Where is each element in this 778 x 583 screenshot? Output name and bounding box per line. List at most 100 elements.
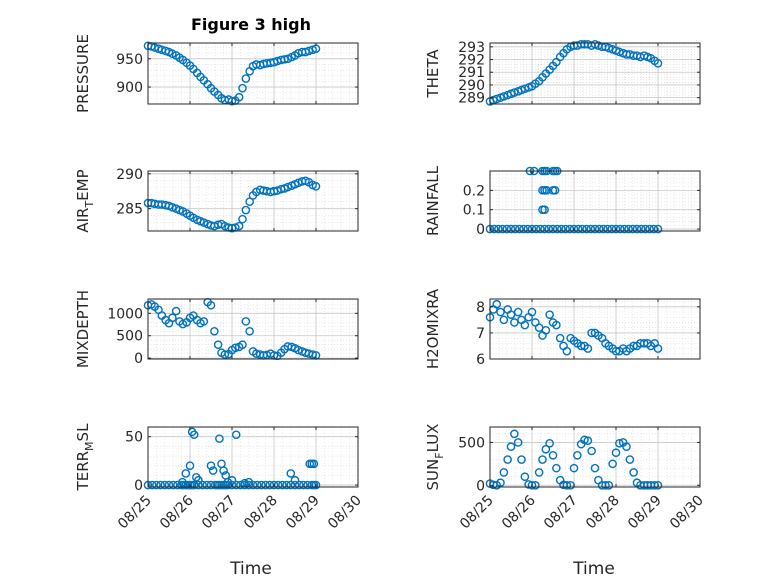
y-tick-label: 0.2	[463, 183, 485, 199]
data-point	[506, 310, 516, 319]
data-point	[178, 477, 187, 487]
data-point	[189, 480, 199, 490]
data-point	[510, 318, 519, 327]
data-point	[234, 221, 244, 231]
data-point	[227, 96, 237, 106]
data-point	[206, 461, 216, 471]
data-point	[510, 429, 519, 439]
data-point	[311, 480, 321, 490]
x-tick-label: 08/28	[583, 493, 623, 533]
data-point	[189, 430, 199, 440]
data-point	[541, 444, 551, 454]
data-point	[527, 480, 537, 490]
data-point	[590, 463, 600, 473]
data-point	[565, 224, 575, 234]
y-tick-label: 0	[476, 478, 485, 494]
y-axis-label-2: AIRTEMP	[74, 169, 96, 232]
data-point	[548, 224, 558, 234]
data-point	[206, 480, 216, 490]
data-point	[245, 326, 254, 336]
data-point	[515, 224, 524, 234]
data-point	[586, 224, 596, 234]
axes-box	[489, 426, 701, 488]
y-axis-label-3: RAINFALL	[424, 165, 442, 236]
data-point	[552, 224, 562, 234]
x-tick-label: 08/29	[283, 493, 323, 533]
y-axis-label-7: SUNFLUX	[424, 424, 446, 491]
data-point	[168, 480, 178, 490]
data-point	[608, 459, 617, 469]
axes-box	[147, 298, 359, 360]
data-point	[198, 480, 207, 490]
data-point	[227, 475, 237, 485]
axes-box	[489, 298, 701, 360]
data-point	[283, 182, 293, 192]
x-tick-label: 08/25	[457, 493, 497, 533]
data-point	[181, 469, 191, 478]
data-point	[550, 186, 560, 195]
data-point	[536, 224, 545, 234]
data-point	[541, 326, 551, 335]
plot-area	[490, 43, 700, 104]
axes-box	[147, 426, 359, 488]
data-point	[607, 224, 617, 234]
y-axis-label-5: H2OMIXRA	[424, 288, 442, 369]
y-tick-label: 292	[458, 53, 485, 69]
data-point	[244, 477, 254, 487]
data-point	[587, 446, 596, 456]
data-point	[544, 224, 554, 234]
data-point	[492, 299, 502, 309]
data-point	[223, 477, 233, 487]
subplot-air-temp: 285 290 AIRTEMP	[74, 167, 359, 233]
data-point	[273, 480, 283, 490]
y-axis-label-6: TERRMSL	[74, 423, 96, 492]
data-point	[303, 480, 312, 490]
plot-area	[148, 427, 358, 487]
y-tick-label: 500	[458, 435, 485, 451]
data-point	[231, 480, 241, 490]
data-point	[492, 94, 502, 104]
data-point	[168, 202, 177, 212]
data-point	[615, 224, 625, 234]
data-point	[653, 59, 663, 68]
data-point	[604, 43, 614, 53]
data-point	[494, 224, 503, 234]
data-point	[308, 350, 317, 359]
data-point	[185, 461, 195, 471]
data-point	[219, 466, 228, 475]
data-point	[653, 224, 663, 234]
axes-box	[489, 42, 701, 105]
data-point	[569, 224, 579, 234]
data-point	[286, 480, 296, 490]
data-point	[234, 92, 244, 102]
data-point	[603, 224, 612, 234]
data-point	[531, 224, 541, 234]
data-point	[294, 480, 304, 490]
subplot-terr-msl: 0 50 TERRMSL 08/25 08/26 08/27 08/28 08/29 08/30	[74, 423, 365, 532]
data-point	[496, 307, 505, 317]
data-point	[241, 317, 251, 326]
data-point	[615, 438, 624, 448]
data-point	[628, 224, 638, 234]
data-point	[649, 224, 659, 234]
data-point	[206, 300, 216, 310]
data-point	[624, 224, 633, 234]
x-tick-label: 08/27	[541, 493, 581, 533]
data-point	[582, 224, 591, 234]
data-point	[540, 205, 549, 215]
data-point	[286, 469, 296, 478]
data-point	[538, 455, 547, 464]
data-point	[278, 480, 287, 490]
data-point	[215, 434, 224, 443]
data-point	[562, 480, 572, 490]
data-point	[540, 224, 549, 234]
data-point	[527, 224, 537, 234]
data-point	[552, 463, 561, 473]
data-point	[555, 333, 565, 343]
data-point	[499, 468, 509, 477]
data-point	[231, 430, 241, 440]
data-point	[611, 346, 621, 356]
data-point	[213, 340, 223, 349]
